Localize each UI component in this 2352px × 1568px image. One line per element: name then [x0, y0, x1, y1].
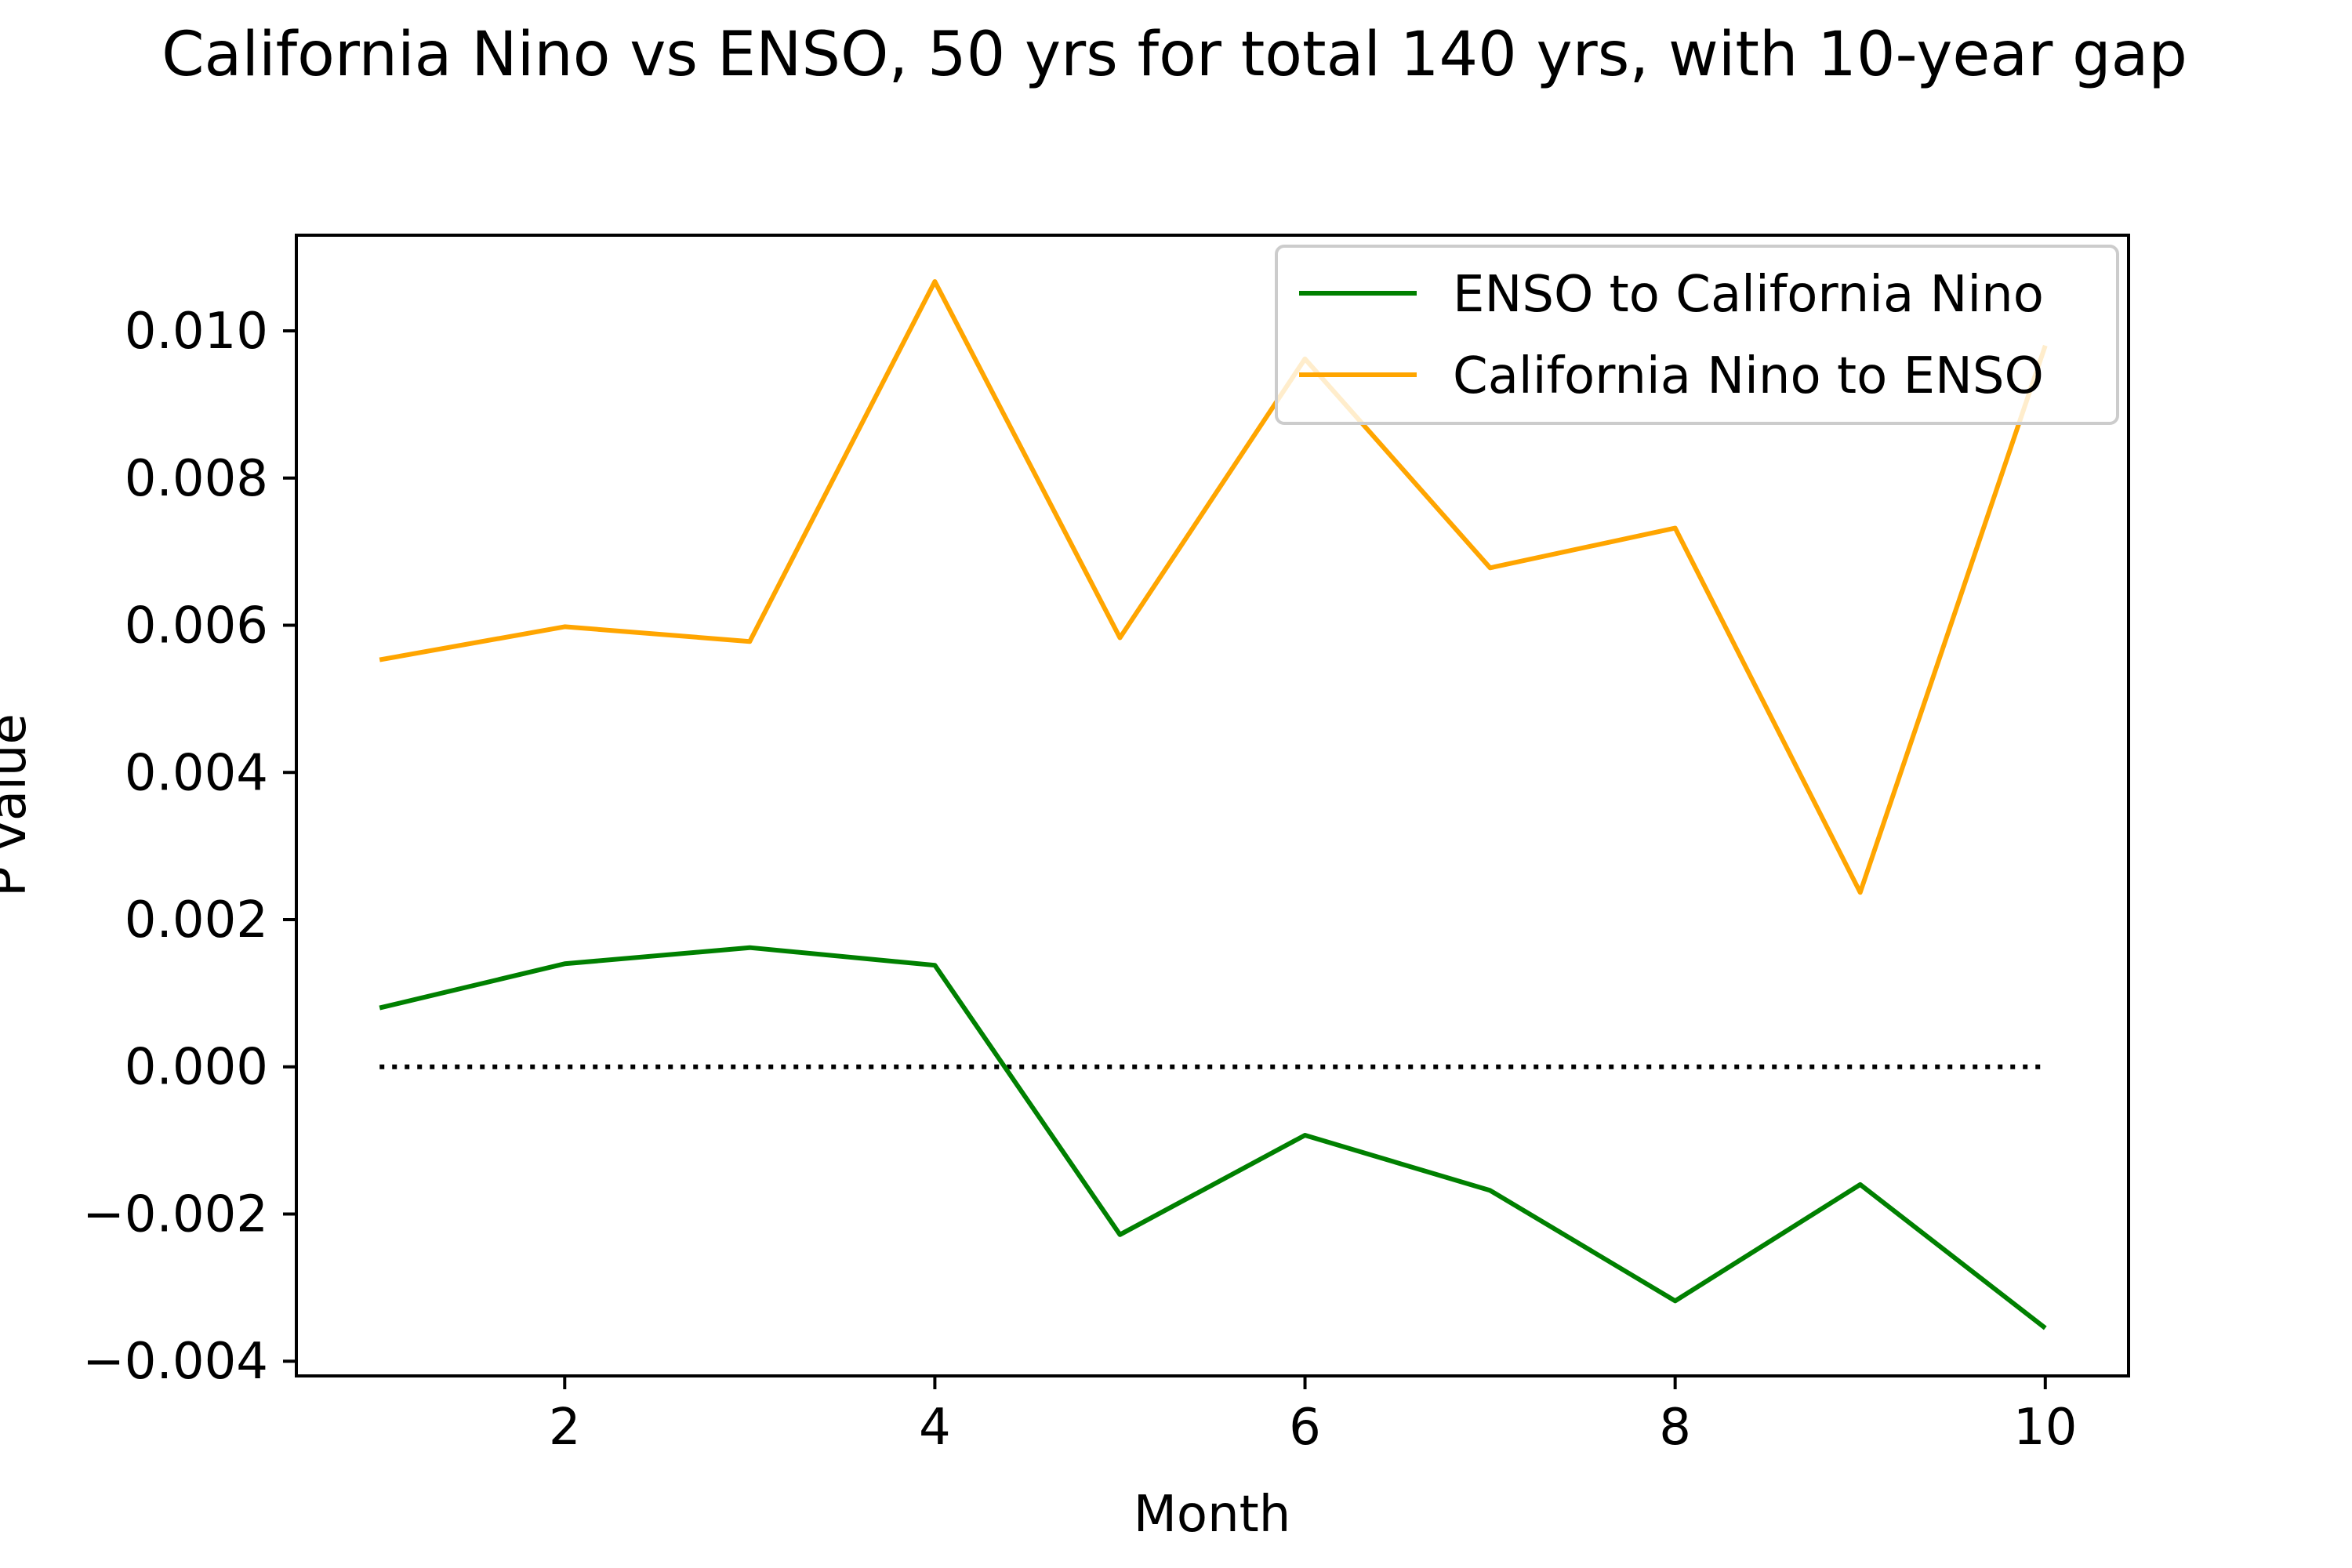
legend-frame: [1275, 245, 2119, 425]
y-tick-label: −0.002: [82, 1185, 268, 1243]
y-tick-label: 0.000: [125, 1039, 268, 1097]
y-tick-label: 0.004: [125, 744, 268, 802]
series-layer: [379, 279, 2048, 1330]
series-line-2: [379, 279, 2048, 895]
x-tick-label: 4: [919, 1399, 951, 1457]
legend-entries: ENSO to California Nino California Nino t…: [1299, 266, 2044, 405]
x-tick-label: 8: [1659, 1399, 1691, 1457]
legend-label-2: California Nino to ENSO: [1453, 347, 2044, 405]
x-tick-label: 6: [1289, 1399, 1321, 1457]
y-axis: −0.004 −0.002 0.000 0.002 0.004 0.006 0.008 0.0…: [82, 303, 296, 1391]
x-axis: 2 4 6 8 10: [549, 1376, 2077, 1457]
x-tick-label: 10: [2013, 1399, 2077, 1457]
legend-label-1: ENSO to California Nino: [1453, 266, 2044, 324]
x-axis-label: Month: [1134, 1486, 1291, 1544]
x-tick-label: 2: [549, 1399, 581, 1457]
y-tick-label: 0.008: [125, 450, 268, 508]
plot-area: [295, 234, 2130, 1377]
y-tick-label: 0.010: [125, 303, 268, 361]
y-tick-label: 0.006: [125, 597, 268, 655]
y-tick-label: −0.004: [82, 1333, 268, 1391]
y-axis-label: P value: [0, 713, 38, 897]
chart-title: California Nino vs ENSO, 50 yrs for tota…: [162, 20, 2187, 90]
legend: ENSO to California Nino California Nino t…: [1275, 245, 2119, 425]
y-tick-label: 0.002: [125, 891, 268, 949]
axes-frame: [295, 234, 2130, 1377]
series-line-1: [379, 945, 2047, 1330]
